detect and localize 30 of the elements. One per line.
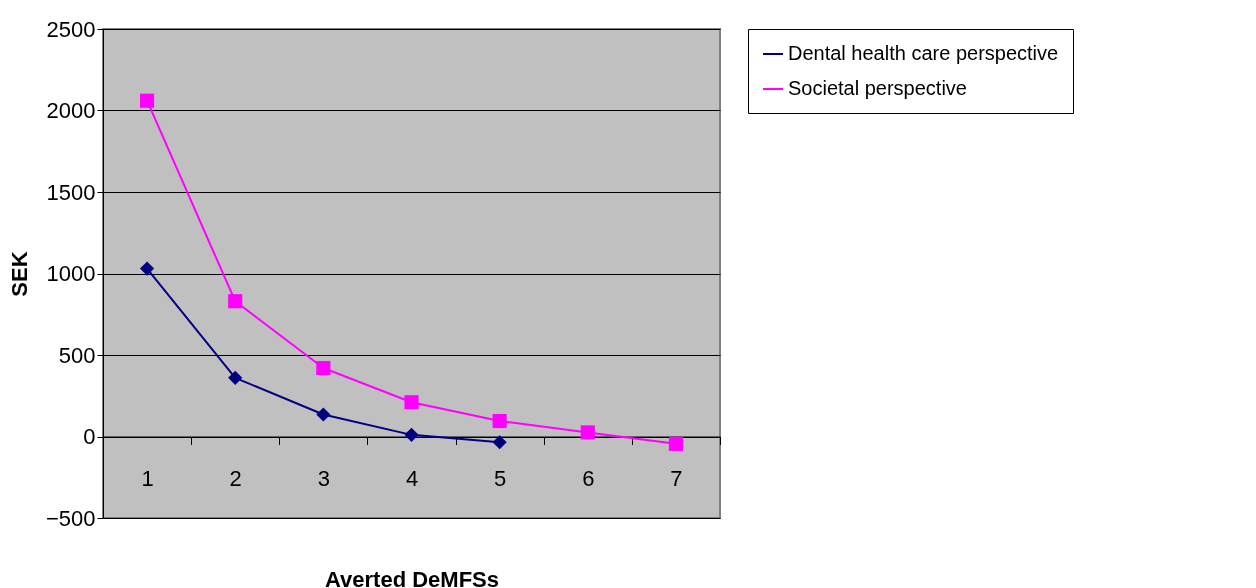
x-tick-label: 7: [670, 466, 683, 491]
point: [492, 435, 507, 450]
y-tick-label: 1000: [46, 261, 96, 286]
y-tick-label: 0: [83, 424, 96, 449]
legend-label: Dental health care perspective: [788, 42, 1059, 64]
x-tick-label: 4: [405, 466, 419, 491]
x-tick-label: 2: [229, 466, 242, 491]
point: [140, 93, 155, 108]
y-tick-label: 2000: [46, 98, 96, 123]
x-tick-label: 1: [141, 466, 154, 491]
point: [316, 407, 331, 422]
point: [492, 413, 507, 429]
y-axis-title: SEK: [6, 251, 32, 297]
y-tick-label: 500: [58, 342, 96, 368]
point: [668, 436, 683, 451]
point: [404, 395, 419, 410]
x-axis-title: Averted DeMFSs: [324, 567, 500, 588]
x-tick-label: 6: [582, 466, 595, 491]
x-tick-label: 5: [494, 466, 507, 491]
point: [580, 425, 595, 440]
y-tick-label: 2500: [46, 16, 96, 42]
x-tick-label: 3: [317, 466, 330, 491]
y-tick-label: 1500: [46, 179, 96, 205]
point: [228, 294, 243, 309]
legend-label: Societal perspective: [788, 77, 967, 99]
point: [140, 261, 155, 276]
point: [404, 427, 419, 442]
y-tick-label: −500: [45, 505, 96, 531]
point: [316, 360, 331, 376]
point: [228, 370, 243, 385]
